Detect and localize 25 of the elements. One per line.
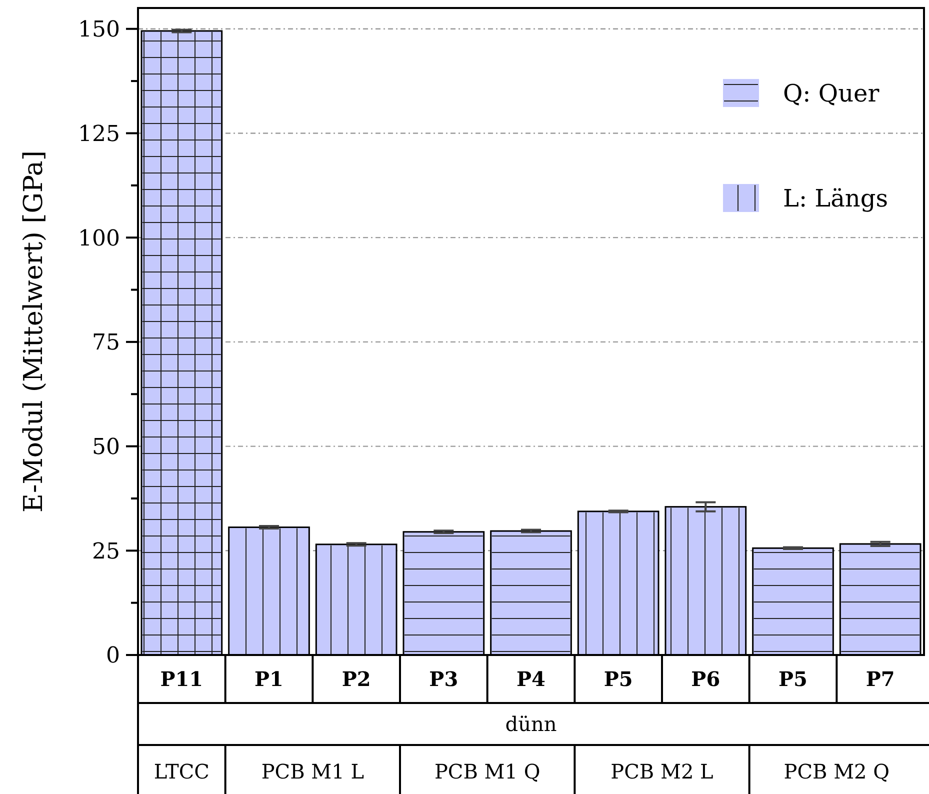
x-tick-label: P6 <box>691 667 720 691</box>
x-tick-label: P5 <box>778 667 808 691</box>
x-tick-label: P2 <box>342 667 371 691</box>
x-tick-label: P3 <box>429 667 458 691</box>
x-tick-label: P5 <box>604 667 633 691</box>
x-tick-label: P7 <box>866 667 895 691</box>
x-tick-label: P1 <box>254 667 284 691</box>
text: PCB M1 Q <box>434 760 540 784</box>
x-tick-label: P4 <box>516 667 546 691</box>
y-tick-label: 0 <box>106 644 120 669</box>
y-tick-label: 150 <box>78 18 120 43</box>
y-axis-title: E-Modul (Mittelwert) [GPa] <box>19 150 49 512</box>
y-tick-label: 100 <box>78 226 120 252</box>
text: PCB M2 L <box>610 760 714 784</box>
text: dünn <box>505 712 557 736</box>
y-tick-label: 25 <box>92 539 120 564</box>
text: PCB M2 Q <box>784 760 890 784</box>
y-tick-label: 50 <box>92 434 120 460</box>
y-tick-label: 125 <box>78 122 120 147</box>
text: PCB M1 L <box>261 760 364 784</box>
legend-label: L: Längs <box>783 184 888 212</box>
legend-label: Q: Quer <box>783 79 880 108</box>
x-tick-label: P11 <box>160 667 204 691</box>
text: LTCC <box>154 760 210 784</box>
y-tick-label: 75 <box>92 330 120 356</box>
